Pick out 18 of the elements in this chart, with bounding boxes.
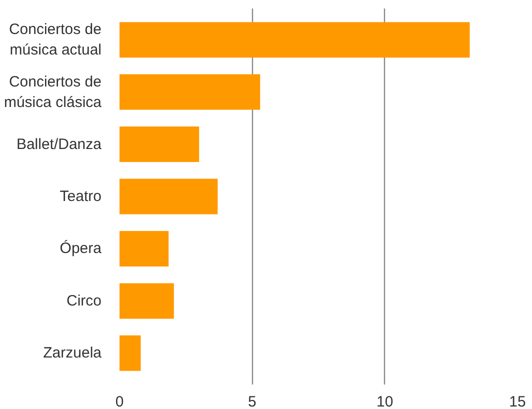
x-tick-label: 10: [376, 394, 394, 409]
bar: [120, 335, 141, 371]
bar: [120, 283, 174, 319]
x-tick-label: 5: [248, 394, 256, 409]
bar: [120, 74, 260, 110]
bar: [120, 126, 200, 162]
y-tick-label: Zarzuela: [43, 344, 102, 362]
y-tick-label: Circo: [66, 292, 102, 310]
y-tick-label: Ballet/Danza: [16, 136, 102, 153]
bar: [120, 22, 470, 58]
x-tick-label: 15: [509, 394, 526, 409]
y-tick-label: Conciertos de música actual: [8, 21, 102, 59]
y-tick-label: Conciertos de música clásica: [4, 73, 102, 111]
y-tick-label: Teatro: [60, 188, 102, 205]
y-tick-label: Ópera: [60, 239, 102, 258]
bar: [120, 178, 218, 214]
x-tick-label: 0: [115, 394, 124, 409]
bar: [120, 230, 169, 266]
